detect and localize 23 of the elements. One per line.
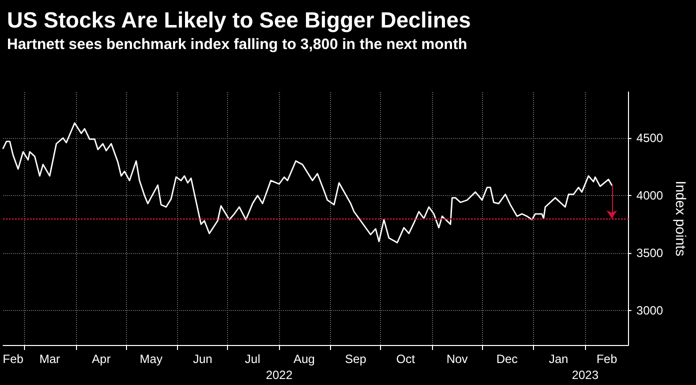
x2-tick-label: 2023 (572, 368, 599, 382)
x-tick-label: Jun (193, 352, 212, 366)
x-tick-label: Dec (496, 352, 518, 366)
x2-tick-label: 2022 (266, 368, 293, 382)
x-tick-label: May (140, 352, 162, 366)
y-tick-label: 3500 (636, 246, 664, 260)
chart-title: US Stocks Are Likely to See Bigger Declines (7, 8, 471, 32)
x-tick-label: Oct (396, 352, 416, 366)
y-tick-label: 3000 (636, 304, 664, 318)
y-axis-title: Index points (673, 180, 689, 256)
x-tick-label: Feb (596, 352, 618, 366)
x-tick-label: Sep (345, 352, 367, 366)
y-tick-label: 4000 (636, 188, 664, 202)
x-tick-label: Mar (39, 352, 60, 366)
x-tick-label: Feb (2, 352, 24, 366)
y-tick-label: 4500 (636, 131, 664, 145)
x-tick-label: Jan (548, 352, 568, 366)
line-series (2, 122, 612, 244)
x-tick-label: Nov (446, 352, 468, 366)
x-tick-label: Apr (92, 352, 111, 366)
chart-subtitle: Hartnett sees benchmark index falling to 3,800 in the next month (7, 36, 468, 53)
x-tick-label: Jul (244, 352, 260, 366)
x-tick-label: Aug (293, 352, 315, 366)
